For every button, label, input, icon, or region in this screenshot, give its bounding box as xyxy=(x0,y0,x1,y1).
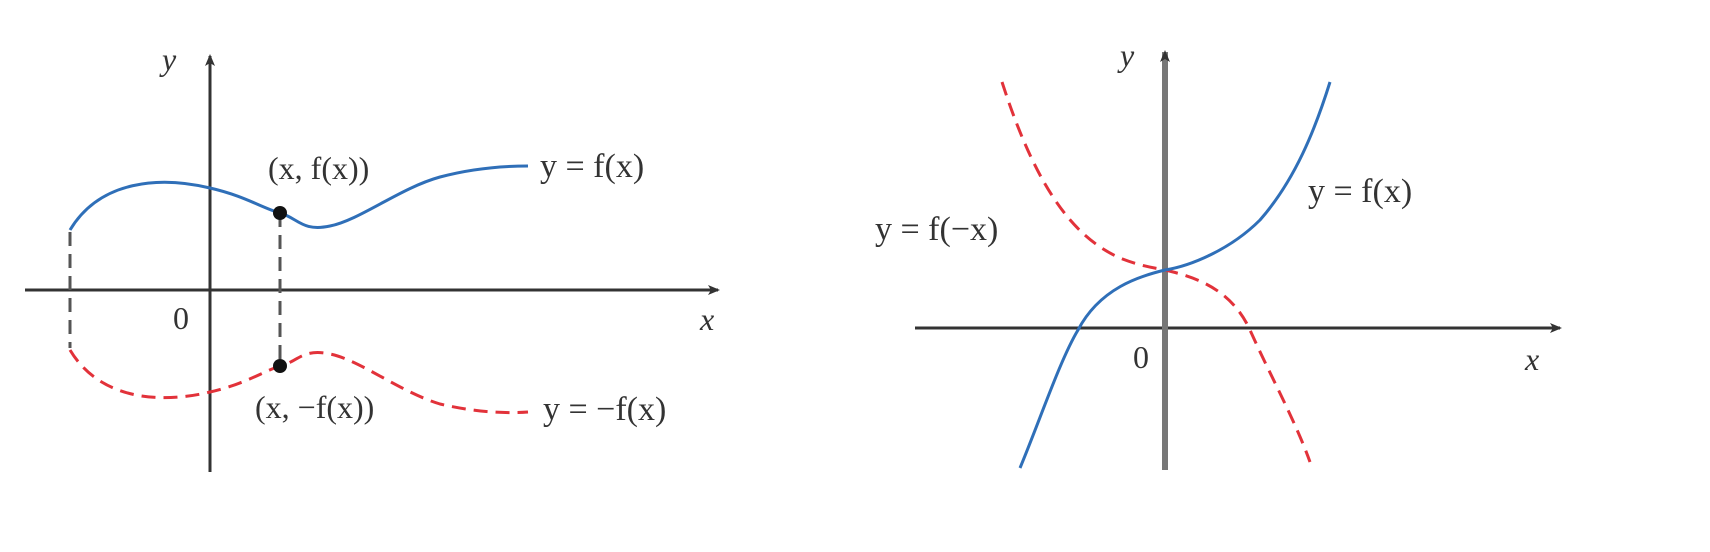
point-upper xyxy=(273,206,287,220)
right-reflected-label: y = f(−x) xyxy=(875,211,998,248)
left-origin-label: 0 xyxy=(173,300,189,336)
left-y-axis-label: y xyxy=(159,41,177,77)
left-panel: y x 0 (x, f(x)) (x, −f(x)) y = f(x) y = … xyxy=(25,41,720,472)
point-lower-label: (x, −f(x)) xyxy=(255,389,374,425)
left-curve-neg-f xyxy=(68,349,529,415)
right-panel: y x 0 y = f(x) y = f(−x) xyxy=(875,37,1562,470)
right-curve-f xyxy=(1018,81,1332,469)
right-origin-label: 0 xyxy=(1133,339,1149,375)
right-curve-label: y = f(x) xyxy=(1308,173,1412,210)
left-curve-f xyxy=(68,164,529,231)
right-y-axis-label: y xyxy=(1117,37,1135,73)
left-reflected-label: y = −f(x) xyxy=(543,391,666,428)
point-upper-label: (x, f(x)) xyxy=(268,150,369,186)
right-x-axis-label: x xyxy=(1524,341,1539,377)
left-x-axis-label: x xyxy=(699,301,714,337)
point-lower xyxy=(273,359,287,373)
left-curve-label: y = f(x) xyxy=(540,148,644,185)
